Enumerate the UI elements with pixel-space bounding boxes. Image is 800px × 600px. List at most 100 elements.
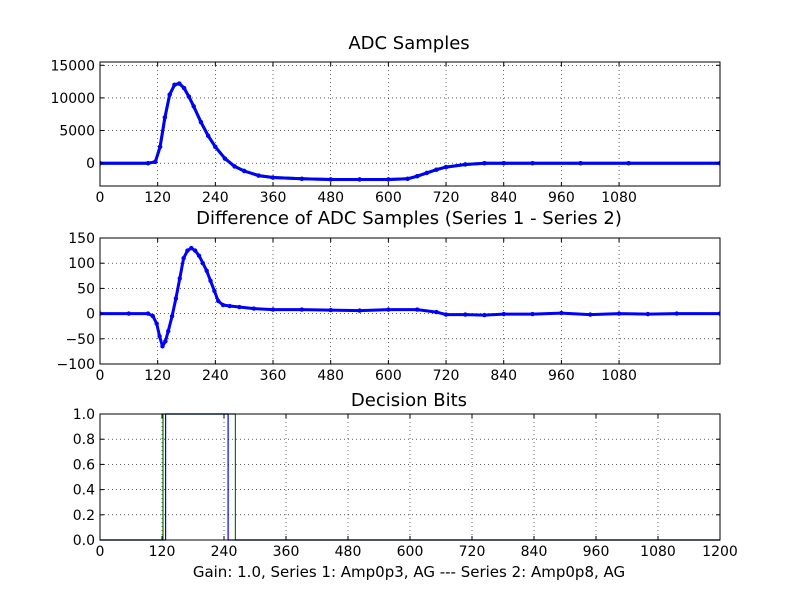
data-point [270,175,276,180]
x-tick-label: 960 [548,190,575,206]
y-tick-label: 0 [86,156,95,172]
data-point [186,94,192,99]
data-point [196,253,202,258]
data-point [169,313,175,319]
data-point [482,160,487,166]
data-point [237,304,242,310]
data-point [578,160,583,166]
data-point [299,176,305,182]
y-tick-label: −50 [65,332,95,348]
x-tick-label: 840 [490,368,517,384]
data-point [357,177,362,182]
data-point [177,81,182,86]
data-point [154,321,159,326]
data-point [162,115,168,120]
x-tick-label: 0 [96,368,105,384]
data-point [616,311,622,316]
data-point [157,144,163,150]
x-tick-label: 1080 [601,368,637,384]
data-point [443,312,449,317]
data-point [256,173,261,178]
data-point [205,133,211,138]
data-point [415,174,420,179]
x-tick-label: 600 [375,190,402,206]
x-tick-label: 720 [433,190,460,206]
adc-samples-title: ADC Samples [348,33,469,54]
footer-caption: Gain: 1.0, Series 1: Amp0p3, AG --- Seri… [193,563,625,581]
difference-plot: Difference of ADC Samples (Series 1 - Se… [57,208,721,384]
data-point [588,312,593,317]
data-point [434,309,439,315]
x-tick-label: 960 [548,368,575,384]
x-tick-label: 960 [583,544,610,560]
data-point [415,307,420,312]
data-point [181,255,186,261]
data-point [200,261,206,266]
data-point [241,168,247,174]
difference-title: Difference of ADC Samples (Series 1 - Se… [196,208,622,229]
data-point [328,307,333,313]
data-point [482,312,487,318]
x-tick-label: 240 [211,544,238,560]
x-tick-label: 0 [96,544,105,560]
y-tick-label: 50 [77,281,95,297]
data-point [212,288,217,294]
data-point [192,248,198,253]
data-point [270,307,276,312]
series-group [100,245,720,349]
axes-frame [99,61,721,187]
data-point [213,144,218,150]
data-point [173,296,179,301]
x-tick-label: 360 [260,368,287,384]
data-point [463,312,468,317]
data-point [160,344,165,349]
y-tick-label: 100 [68,256,95,272]
y-tick-label: 0 [86,307,95,323]
y-tick-label: 0.2 [73,508,95,524]
y-tick-label: 10000 [50,91,95,107]
data-point [232,164,237,169]
x-tick-label: 120 [144,368,171,384]
data-point [150,313,156,319]
x-tick-label: 120 [144,190,171,206]
data-point [530,160,535,166]
data-point [443,164,449,170]
data-point [424,170,430,176]
data-point [204,268,209,273]
y-tick-label: 1.0 [73,407,95,423]
x-tick-label: 480 [317,368,344,384]
data-point [405,176,410,182]
y-tick-label: 0.6 [73,457,95,473]
x-tick-label: 840 [490,190,517,206]
data-point [181,85,187,91]
x-tick-label: 720 [433,368,460,384]
x-tick-label: 480 [335,544,362,560]
x-tick-label: 0 [96,190,105,206]
y-tick-label: 150 [68,231,95,247]
adc-samples-plot: ADC Samples 0 120 240 360 480 600 720 840 960 108… [50,33,721,206]
data-point [198,119,204,125]
data-point [208,278,213,284]
data-point [328,177,333,182]
decision-bits-title: Decision Bits [351,390,467,411]
data-point [559,310,564,316]
data-point [166,329,171,334]
axes-frame [99,237,721,365]
data-point [172,82,177,88]
data-point [220,302,226,308]
x-tick-label: 600 [397,544,424,560]
data-point [357,308,362,313]
data-point [386,177,391,182]
data-point [145,311,151,316]
data-point [145,160,151,166]
data-point [299,307,305,312]
x-tick-label: 600 [375,368,402,384]
data-point [386,307,391,312]
data-point [501,160,506,166]
x-tick-label: 1080 [601,190,637,206]
x-tick-label: 840 [521,544,548,560]
data-point [463,162,468,167]
y-tick-label: −100 [57,357,95,373]
